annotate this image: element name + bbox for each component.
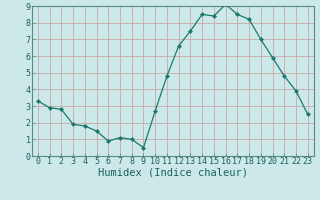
X-axis label: Humidex (Indice chaleur): Humidex (Indice chaleur) xyxy=(98,168,248,178)
